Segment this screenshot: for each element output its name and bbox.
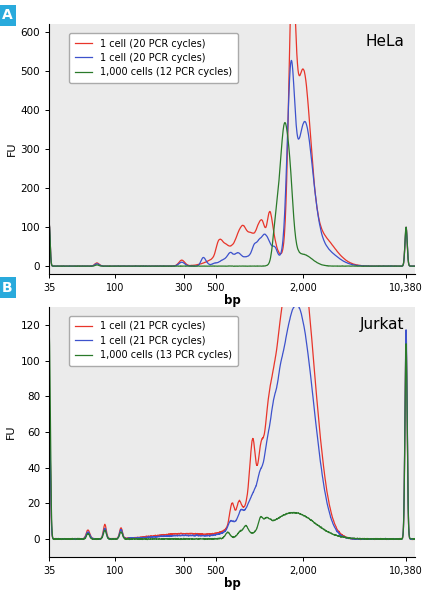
1,000 cells (12 PCR cycles) xyxy=(89,262,94,270)
1,000 cells (13 PCR cycles) xyxy=(406,506,411,513)
Text: HeLa: HeLa xyxy=(366,34,404,49)
1,000 cells (12 PCR cycles) xyxy=(413,262,418,270)
1 cell (21 PCR cycles) xyxy=(187,532,192,539)
Text: A: A xyxy=(2,8,13,22)
1 cell (20 PCR cycles) xyxy=(203,260,208,267)
Line: 1,000 cells (13 PCR cycles): 1,000 cells (13 PCR cycles) xyxy=(49,336,415,539)
1 cell (21 PCR cycles) xyxy=(366,535,371,542)
1 cell (21 PCR cycles) xyxy=(405,498,410,506)
Line: 1 cell (20 PCR cycles): 1 cell (20 PCR cycles) xyxy=(49,0,415,266)
1,000 cells (13 PCR cycles) xyxy=(203,535,208,542)
1 cell (20 PCR cycles) xyxy=(187,262,192,270)
1 cell (21 PCR cycles) xyxy=(366,535,371,542)
Y-axis label: FU: FU xyxy=(6,141,16,157)
1 cell (20 PCR cycles) xyxy=(388,262,393,270)
Text: Jurkat: Jurkat xyxy=(360,317,404,332)
1 cell (20 PCR cycles) xyxy=(110,262,115,270)
1 cell (21 PCR cycles) xyxy=(294,228,299,235)
1 cell (20 PCR cycles) xyxy=(366,262,371,270)
1 cell (21 PCR cycles) xyxy=(89,533,94,541)
1 cell (20 PCR cycles) xyxy=(187,262,192,269)
1 cell (20 PCR cycles) xyxy=(406,256,411,264)
1 cell (21 PCR cycles) xyxy=(410,536,415,544)
1 cell (20 PCR cycles) xyxy=(289,57,294,64)
1 cell (21 PCR cycles) xyxy=(110,535,115,542)
Line: 1,000 cells (12 PCR cycles): 1,000 cells (12 PCR cycles) xyxy=(49,125,415,266)
1 cell (20 PCR cycles) xyxy=(398,262,403,270)
1 cell (20 PCR cycles) xyxy=(110,262,115,270)
1,000 cells (12 PCR cycles) xyxy=(366,262,372,270)
Line: 1 cell (21 PCR cycles): 1 cell (21 PCR cycles) xyxy=(49,232,415,540)
1 cell (20 PCR cycles) xyxy=(413,262,418,270)
1,000 cells (13 PCR cycles) xyxy=(366,535,372,542)
1 cell (21 PCR cycles) xyxy=(47,449,52,456)
X-axis label: bp: bp xyxy=(224,577,241,591)
Text: B: B xyxy=(2,281,13,295)
1 cell (21 PCR cycles) xyxy=(413,535,418,542)
Line: 1 cell (21 PCR cycles): 1 cell (21 PCR cycles) xyxy=(49,304,415,539)
1,000 cells (13 PCR cycles) xyxy=(413,535,418,542)
1 cell (21 PCR cycles) xyxy=(203,530,208,538)
1,000 cells (12 PCR cycles) xyxy=(406,256,411,264)
1,000 cells (13 PCR cycles) xyxy=(89,535,94,542)
1 cell (21 PCR cycles) xyxy=(110,535,115,542)
1 cell (21 PCR cycles) xyxy=(294,300,299,308)
1 cell (20 PCR cycles) xyxy=(203,249,208,256)
1 cell (21 PCR cycles) xyxy=(386,536,391,543)
1,000 cells (12 PCR cycles) xyxy=(110,262,115,270)
1 cell (20 PCR cycles) xyxy=(89,262,94,270)
1,000 cells (12 PCR cycles) xyxy=(47,235,52,242)
1,000 cells (12 PCR cycles) xyxy=(187,262,192,270)
1 cell (21 PCR cycles) xyxy=(406,503,411,510)
1 cell (20 PCR cycles) xyxy=(366,262,371,270)
1,000 cells (13 PCR cycles) xyxy=(145,536,150,543)
1,000 cells (12 PCR cycles) xyxy=(282,122,288,129)
1 cell (21 PCR cycles) xyxy=(47,448,52,456)
1 cell (20 PCR cycles) xyxy=(406,256,411,264)
1 cell (20 PCR cycles) xyxy=(89,262,94,270)
1 cell (20 PCR cycles) xyxy=(47,235,52,242)
Line: 1 cell (20 PCR cycles): 1 cell (20 PCR cycles) xyxy=(49,60,415,266)
1 cell (21 PCR cycles) xyxy=(413,535,418,542)
X-axis label: bp: bp xyxy=(224,294,241,308)
1,000 cells (13 PCR cycles) xyxy=(110,535,116,542)
1,000 cells (13 PCR cycles) xyxy=(47,399,52,406)
Legend: 1 cell (20 PCR cycles), 1 cell (20 PCR cycles), 1,000 cells (12 PCR cycles): 1 cell (20 PCR cycles), 1 cell (20 PCR c… xyxy=(69,33,238,83)
1 cell (21 PCR cycles) xyxy=(203,532,208,539)
Legend: 1 cell (21 PCR cycles), 1 cell (21 PCR cycles), 1,000 cells (13 PCR cycles): 1 cell (21 PCR cycles), 1 cell (21 PCR c… xyxy=(69,315,238,366)
1 cell (21 PCR cycles) xyxy=(187,530,192,537)
1 cell (21 PCR cycles) xyxy=(89,533,94,540)
1 cell (20 PCR cycles) xyxy=(413,262,418,270)
1,000 cells (13 PCR cycles) xyxy=(47,332,52,340)
1,000 cells (12 PCR cycles) xyxy=(169,262,174,270)
1 cell (20 PCR cycles) xyxy=(47,235,52,242)
Y-axis label: FU: FU xyxy=(6,424,16,439)
1,000 cells (13 PCR cycles) xyxy=(187,535,192,542)
1,000 cells (12 PCR cycles) xyxy=(203,262,208,270)
